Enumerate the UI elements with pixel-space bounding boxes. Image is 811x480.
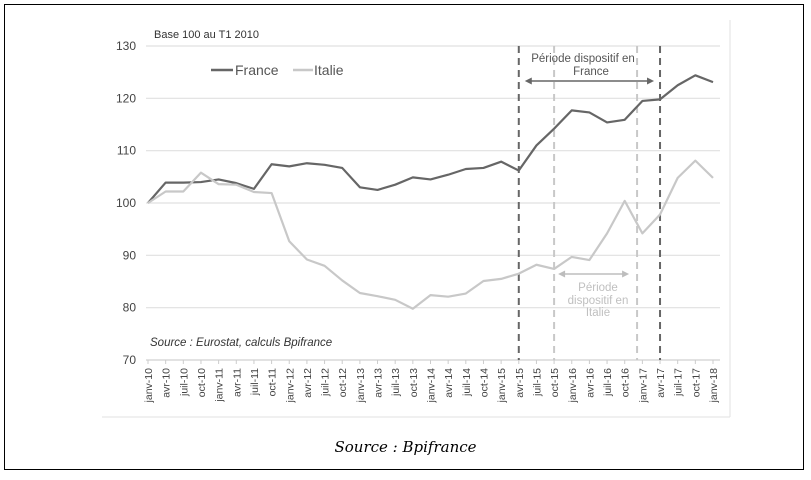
x-tick-label: oct-10 — [196, 368, 208, 397]
legend-label-france: France — [235, 62, 279, 78]
x-tick-label: avr-16 — [584, 368, 596, 398]
x-tick-label: janv-11 — [214, 368, 226, 403]
x-tick-label: juil-14 — [461, 368, 473, 397]
france-period-arrow-head-left — [524, 77, 532, 85]
x-tick-label: avr-10 — [161, 368, 173, 398]
chart-subtitle: Base 100 au T1 2010 — [154, 29, 259, 41]
source-note: Source : Eurostat, calculs Bpifrance — [150, 337, 332, 349]
x-tick-label: juil-15 — [531, 368, 543, 397]
x-tick-label: avr-12 — [302, 368, 314, 398]
italie-period-arrow-head-left — [558, 270, 566, 278]
france-period-label-line2: France — [573, 66, 609, 78]
x-tick-label: juil-11 — [249, 368, 261, 396]
y-tick-label: 100 — [116, 196, 136, 210]
x-tick-label: janv-15 — [496, 368, 508, 404]
x-tick-label: oct-17 — [690, 368, 702, 397]
x-tick-label: janv-10 — [143, 368, 155, 404]
france-period-label-line1: Période dispositif en — [531, 53, 635, 65]
y-tick-label: 80 — [123, 301, 137, 315]
x-tick-label: oct-12 — [337, 368, 349, 397]
y-tick-label: 130 — [116, 39, 136, 53]
x-tick-label: oct-14 — [478, 368, 490, 397]
italie-period-label-line2: dispositif en — [568, 295, 629, 307]
x-tick-label: avr-17 — [655, 368, 667, 398]
x-tick-label: juil-12 — [320, 368, 332, 397]
x-tick-label: juil-16 — [602, 368, 614, 397]
x-tick-label: avr-14 — [443, 368, 455, 398]
x-tick-label: oct-16 — [620, 368, 632, 397]
figure-caption: Source : Bpifrance — [334, 438, 477, 456]
x-tick-label: juil-13 — [390, 368, 402, 397]
x-tick-label: janv-18 — [708, 368, 720, 404]
italie-period-arrow-head-right — [622, 270, 630, 278]
x-tick-label: avr-13 — [373, 368, 385, 398]
x-tick-label: janv-16 — [567, 368, 579, 404]
y-tick-label: 90 — [123, 248, 137, 262]
x-tick-label: janv-14 — [426, 368, 438, 404]
figure-frame — [4, 4, 804, 470]
y-tick-label: 70 — [123, 353, 137, 367]
y-tick-label: 120 — [116, 91, 136, 105]
x-tick-label: oct-11 — [267, 368, 279, 397]
italie-period-label-line3: Italie — [586, 307, 610, 319]
x-tick-label: avr-15 — [514, 368, 526, 398]
france-period-arrow-head-right — [647, 77, 655, 85]
x-tick-label: oct-13 — [408, 368, 420, 397]
y-tick-label: 110 — [117, 144, 136, 158]
legend-label-italie: Italie — [314, 62, 344, 78]
italie-period-label-line1: Période — [578, 282, 618, 294]
x-tick-label: oct-15 — [549, 368, 561, 397]
x-tick-label: juil-10 — [178, 368, 190, 397]
x-tick-label: janv-13 — [355, 368, 367, 404]
x-tick-label: juil-17 — [673, 368, 685, 397]
x-tick-label: janv-17 — [637, 368, 649, 404]
x-tick-label: janv-12 — [284, 368, 296, 404]
x-tick-label: avr-11 — [231, 368, 243, 397]
